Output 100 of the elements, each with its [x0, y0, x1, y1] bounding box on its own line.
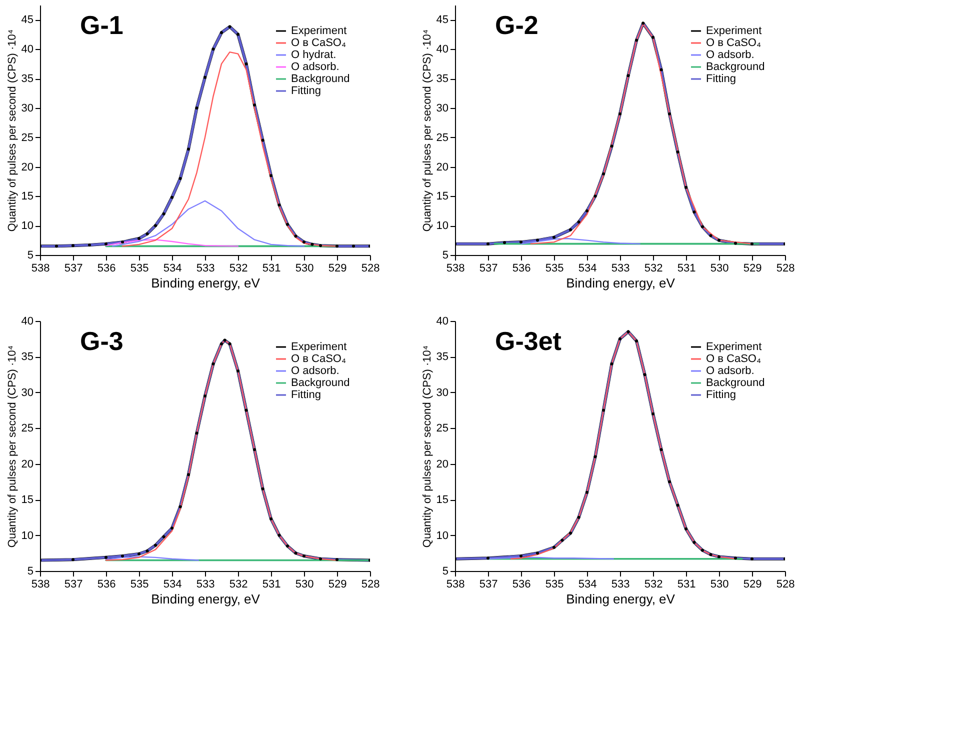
x-tick-label: 530: [295, 578, 314, 590]
point: [626, 74, 630, 78]
x-tick-label: 535: [545, 262, 564, 274]
y-axis-title: Quantity of pulses per second (CPS) ·10⁴: [6, 29, 18, 232]
x-tick-label: 536: [512, 578, 531, 590]
point: [610, 144, 614, 148]
point: [569, 532, 572, 535]
point: [212, 48, 215, 51]
x-tick-label: 533: [611, 578, 630, 590]
point: [294, 552, 298, 555]
point: [195, 432, 198, 435]
x-tick-label: 533: [196, 578, 215, 590]
point: [660, 448, 663, 452]
legend-label: Experiment: [291, 25, 347, 37]
x-tick-label: 537: [64, 262, 83, 274]
point: [336, 558, 338, 562]
point: [718, 555, 720, 558]
x-tick-label: 529: [328, 262, 347, 274]
point: [178, 177, 182, 180]
legend-label: O в CaSO₄: [706, 353, 762, 365]
point: [684, 527, 688, 530]
point: [336, 244, 338, 248]
x-tick-label: 530: [710, 578, 729, 590]
y-tick-label: 10: [21, 530, 34, 542]
point: [660, 68, 663, 72]
x-tick-label: 537: [479, 578, 498, 590]
point: [503, 241, 506, 244]
x-axis-title: Binding energy, eV: [151, 276, 260, 290]
y-tick-label: 40: [21, 316, 34, 328]
point: [684, 186, 688, 189]
legend-label: Fitting: [291, 389, 321, 401]
y-axis-title: Quantity of pulses per second (CPS) ·10⁴: [6, 345, 18, 548]
x-tick-label: 535: [130, 578, 149, 590]
y-tick-label: 25: [21, 422, 34, 435]
point: [55, 244, 58, 248]
point: [253, 104, 256, 106]
line-series: [112, 200, 305, 247]
y-tick-label: 20: [21, 458, 34, 470]
point: [577, 516, 580, 519]
point: [610, 362, 614, 366]
y-tick-label: 30: [21, 102, 34, 114]
x-tick-label: 533: [196, 262, 215, 274]
point: [520, 554, 522, 558]
point: [244, 62, 248, 66]
legend-label: Background: [706, 61, 765, 73]
legend-label: O adsorb.: [706, 49, 754, 61]
point: [635, 38, 638, 42]
x-tick-label: 528: [776, 578, 795, 590]
point: [552, 236, 556, 239]
x-tick-label: 537: [479, 262, 498, 274]
point: [536, 552, 539, 555]
point: [195, 106, 198, 110]
point: [228, 342, 232, 346]
y-tick-label: 35: [21, 351, 34, 364]
x-tick-label: 536: [512, 262, 531, 274]
legend-label: Experiment: [706, 341, 762, 353]
point: [635, 340, 638, 342]
x-tick-label: 529: [743, 262, 762, 274]
point: [138, 237, 140, 240]
point: [586, 209, 588, 212]
point: [162, 535, 166, 538]
point: [278, 204, 281, 206]
point: [352, 244, 355, 248]
point: [228, 25, 232, 28]
point: [278, 534, 281, 537]
point: [310, 242, 314, 246]
x-tick-label: 537: [64, 578, 83, 590]
y-tick-label: 20: [21, 161, 34, 174]
point: [594, 455, 597, 458]
x-tick-label: 530: [710, 262, 729, 274]
point: [602, 172, 605, 176]
point: [170, 526, 174, 530]
point: [244, 408, 248, 412]
x-tick-label: 538: [31, 578, 50, 590]
legend-label: O adsorb.: [291, 365, 340, 377]
legend-label: O adsorb.: [291, 61, 340, 73]
x-axis-title: Binding energy, eV: [566, 592, 676, 606]
legend-label: Fitting: [291, 85, 321, 97]
y-tick-label: 5: [27, 566, 34, 578]
y-tick-label: 35: [21, 73, 34, 86]
legend-label: Fitting: [706, 389, 736, 401]
point: [220, 31, 223, 34]
point: [261, 138, 264, 142]
point: [170, 196, 174, 199]
x-tick-label: 536: [97, 578, 116, 590]
point: [121, 554, 124, 558]
x-tick-label: 531: [677, 578, 696, 590]
x-tick-label: 534: [578, 578, 597, 590]
x-axis-title: Binding energy, eV: [151, 592, 260, 606]
y-tick-label: 40: [436, 316, 448, 328]
point: [486, 242, 490, 246]
y-tick-label: 30: [436, 102, 448, 114]
point: [692, 210, 696, 214]
point: [692, 540, 696, 544]
legend-label: Background: [291, 73, 350, 85]
y-axis-title: Quantity of pulses per second (CPS) ·10⁴: [421, 345, 434, 548]
y-axis-title: Quantity of pulses per second (CPS) ·10⁴: [421, 29, 434, 232]
point: [602, 408, 605, 412]
point: [319, 244, 322, 248]
x-tick-label: 535: [545, 578, 564, 590]
